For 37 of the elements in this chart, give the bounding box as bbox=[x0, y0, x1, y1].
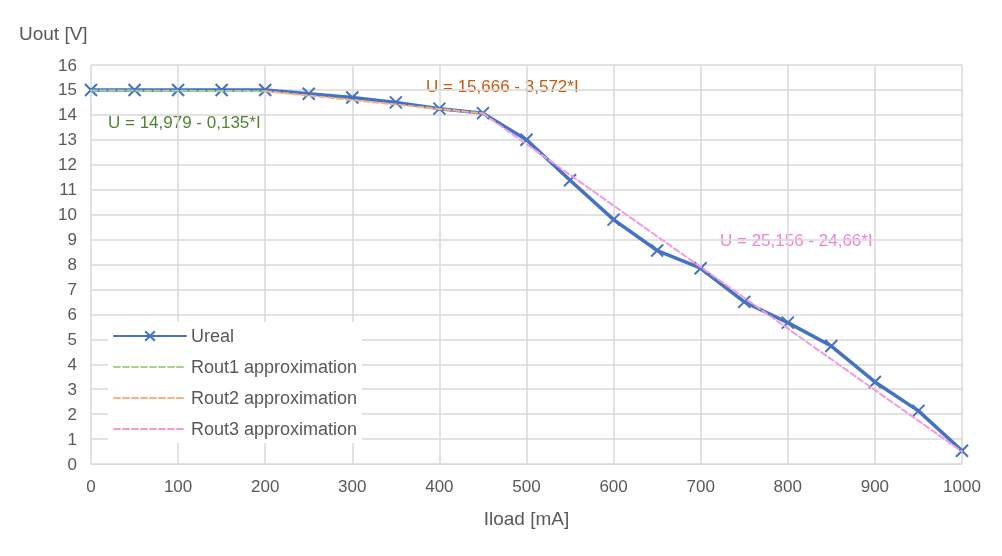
y-tick-label: 15 bbox=[58, 80, 77, 100]
x-tick-label: 0 bbox=[86, 477, 96, 496]
y-tick-label: 5 bbox=[67, 329, 77, 349]
x-tick-label: 800 bbox=[773, 477, 802, 496]
y-tick-label: 7 bbox=[67, 279, 77, 299]
y-tick-label: 14 bbox=[58, 105, 77, 125]
y-axis-title: Uout [V] bbox=[19, 23, 88, 44]
annotation: U = 15,666 - 3,572*I bbox=[426, 77, 579, 96]
x-tick-label: 100 bbox=[163, 477, 193, 496]
y-tick-label: 4 bbox=[67, 354, 77, 374]
legend-label: Rout2 approximation bbox=[191, 388, 358, 408]
legend-label: Ureal bbox=[191, 326, 235, 346]
x-tick-label: 600 bbox=[599, 477, 628, 496]
y-tick-label: 13 bbox=[58, 130, 77, 150]
x-tick-label: 300 bbox=[338, 477, 367, 496]
y-tick-label: 10 bbox=[58, 205, 77, 225]
legend-label: Rout3 approximation bbox=[191, 419, 358, 439]
x-tick-label: 1000 bbox=[943, 477, 981, 496]
x-tick-label: 200 bbox=[251, 477, 280, 496]
annotation: U = 14,979 - 0,135*I bbox=[108, 113, 261, 132]
x-tick-label: 500 bbox=[512, 477, 541, 496]
legend-label: Rout1 approximation bbox=[191, 357, 358, 377]
y-tick-label: 11 bbox=[59, 180, 77, 200]
y-tick-label: 12 bbox=[58, 155, 77, 175]
x-tick-label: 900 bbox=[860, 477, 890, 496]
y-tick-label: 1 bbox=[67, 429, 77, 449]
y-tick-label: 9 bbox=[67, 230, 77, 250]
y-tick-label: 0 bbox=[67, 454, 77, 474]
x-tick-label: 400 bbox=[425, 477, 454, 496]
x-axis-title: Iload [mA] bbox=[483, 508, 570, 529]
y-tick-label: 8 bbox=[67, 255, 77, 274]
x-tick-label: 700 bbox=[686, 477, 715, 496]
y-tick-label: 16 bbox=[58, 55, 77, 75]
y-tick-label: 2 bbox=[67, 404, 77, 424]
y-tick-label: 6 bbox=[67, 304, 77, 324]
annotation: U = 25,156 - 24,66*I bbox=[720, 231, 873, 250]
y-tick-label: 3 bbox=[67, 379, 77, 399]
